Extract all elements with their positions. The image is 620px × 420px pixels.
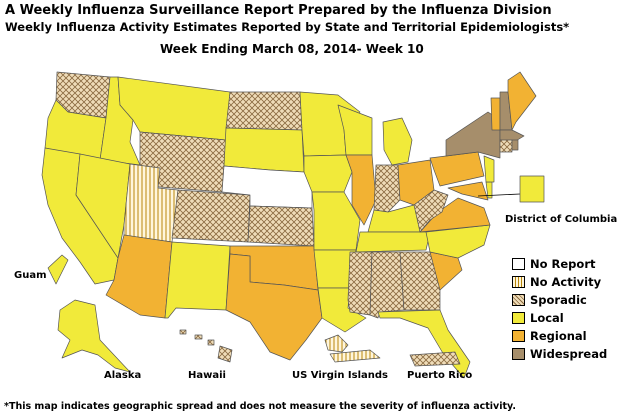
legend-label: Local bbox=[530, 311, 564, 325]
legend-label: No Activity bbox=[530, 275, 602, 289]
report-subtitle: Weekly Influenza Activity Estimates Repo… bbox=[5, 20, 570, 34]
label-alaska: Alaska bbox=[104, 370, 142, 381]
legend-swatch-regional bbox=[512, 330, 525, 342]
legend-label: No Report bbox=[530, 257, 596, 271]
territory-guam bbox=[47, 254, 69, 285]
state-tennessee bbox=[355, 231, 431, 253]
legend-item-widespread: Widespread bbox=[512, 345, 607, 363]
state-connecticut bbox=[499, 139, 513, 153]
state-rhode-island bbox=[511, 139, 519, 151]
state-north-dakota bbox=[225, 91, 303, 131]
label-dc: District of Columbia bbox=[505, 214, 618, 225]
legend-item-no-report: No Report bbox=[512, 255, 607, 273]
territory-us-virgin-islands-st-croix bbox=[329, 349, 381, 363]
state-indiana bbox=[373, 164, 401, 213]
territory-puerto-rico bbox=[409, 351, 461, 367]
state-pennsylvania bbox=[429, 151, 485, 187]
label-usvi: US Virgin Islands bbox=[292, 370, 388, 381]
state-florida bbox=[377, 309, 471, 379]
label-puerto-rico: Puerto Rico bbox=[407, 370, 473, 381]
territory-us-virgin-islands bbox=[324, 334, 349, 353]
legend-item-local: Local bbox=[512, 309, 607, 327]
legend-swatch-no-report bbox=[512, 258, 525, 270]
state-iowa bbox=[303, 154, 353, 193]
legend-item-sporadic: Sporadic bbox=[512, 291, 607, 309]
state-new-jersey bbox=[483, 155, 495, 183]
legend-label: Regional bbox=[530, 329, 587, 343]
legend-item-no-activity: No Activity bbox=[512, 273, 607, 291]
state-alaska bbox=[57, 299, 131, 373]
legend-swatch-widespread bbox=[512, 348, 525, 360]
state-michigan bbox=[382, 117, 413, 166]
week-label: Week Ending March 08, 2014- Week 10 bbox=[160, 42, 424, 56]
label-hawaii: Hawaii bbox=[188, 370, 226, 381]
state-maine bbox=[507, 71, 537, 131]
report-title: A Weekly Influenza Surveillance Report P… bbox=[5, 3, 552, 18]
state-alabama bbox=[369, 251, 405, 319]
legend: No Report No Activity Sporadic Local Reg… bbox=[512, 255, 607, 363]
state-vermont bbox=[490, 97, 501, 131]
legend-swatch-sporadic bbox=[512, 294, 525, 306]
legend-label: Widespread bbox=[530, 347, 608, 361]
state-texas bbox=[225, 253, 323, 361]
state-colorado bbox=[171, 189, 251, 243]
state-massachusetts bbox=[499, 129, 525, 143]
state-west-virginia bbox=[413, 189, 449, 233]
state-kansas bbox=[247, 205, 315, 247]
label-guam: Guam bbox=[14, 270, 47, 281]
state-new-mexico bbox=[164, 241, 231, 319]
legend-label: Sporadic bbox=[530, 293, 587, 307]
legend-swatch-local bbox=[512, 312, 525, 324]
dc-marker bbox=[519, 175, 545, 203]
state-illinois bbox=[345, 154, 377, 226]
legend-item-regional: Regional bbox=[512, 327, 607, 345]
state-hawaii bbox=[179, 329, 233, 363]
state-south-dakota bbox=[223, 127, 305, 173]
state-maryland bbox=[447, 181, 489, 201]
footnote: *This map indicates geographic spread an… bbox=[4, 401, 516, 412]
state-mississippi bbox=[347, 251, 373, 316]
state-montana bbox=[117, 76, 231, 141]
state-nevada bbox=[75, 153, 131, 259]
legend-swatch-no-activity bbox=[512, 276, 525, 288]
state-georgia bbox=[399, 251, 441, 311]
